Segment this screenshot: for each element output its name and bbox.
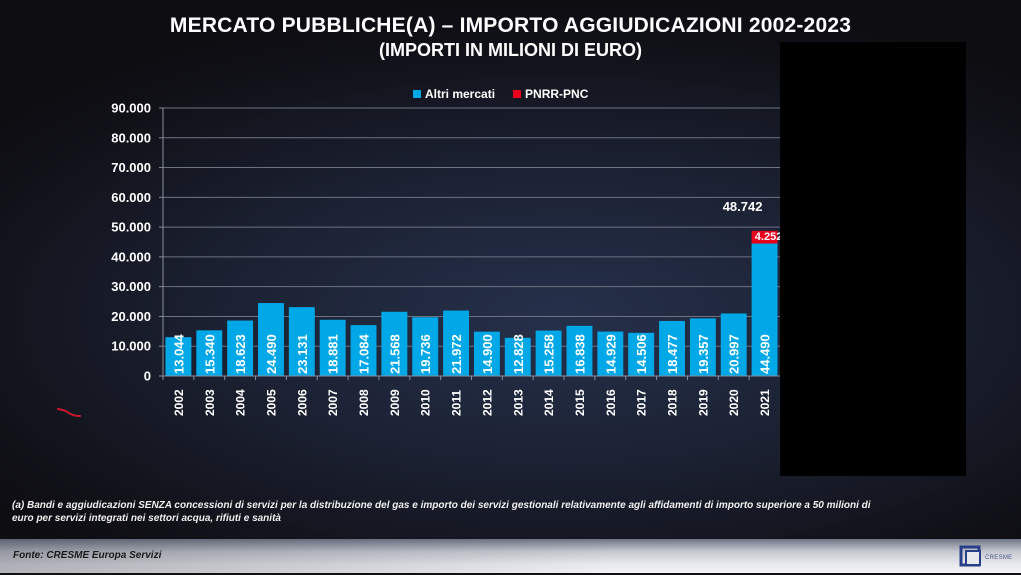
bar-chart: 0 10.000 20.000 30.000 40.000 50.000 60.000 70.… bbox=[111, 101, 782, 416]
x-tick-label: 2009 bbox=[388, 389, 402, 416]
y-tick-label: 0 bbox=[144, 369, 151, 384]
legend-item-altri-mercati: Altri mercati bbox=[413, 87, 495, 101]
data-label-altri-mercati: 12.828 bbox=[511, 334, 526, 374]
bar-altri-mercati-2019 bbox=[689, 318, 716, 376]
y-tick-label: 60.000 bbox=[111, 190, 151, 205]
data-label-altri-mercati: 21.972 bbox=[449, 334, 464, 374]
source-label: Fonte: CRESME Europa Servizi bbox=[13, 550, 162, 561]
bar-altri-mercati-2015 bbox=[566, 325, 593, 376]
data-label-altri-mercati: 14.900 bbox=[480, 334, 495, 374]
x-tick-label: 2018 bbox=[666, 389, 680, 416]
bar-altri-mercati-2016 bbox=[597, 331, 624, 376]
legend-item-pnrr-pnc: PNRR-PNC bbox=[513, 87, 588, 101]
x-tick-label: 2003 bbox=[203, 389, 217, 416]
data-label-altri-mercati: 20.997 bbox=[727, 334, 742, 374]
legend-swatch-pnrr-pnc bbox=[513, 90, 522, 98]
footnote-line-2: euro per servizi integrati nei settori a… bbox=[12, 513, 281, 524]
footnote: (a) Bandi e aggiudicazioni SENZA concess… bbox=[12, 499, 952, 525]
x-tick-label: 2002 bbox=[172, 389, 186, 416]
data-label-altri-mercati: 16.838 bbox=[572, 334, 587, 374]
bar-altri-mercati-2003 bbox=[196, 330, 223, 376]
bars bbox=[165, 230, 778, 376]
x-tick-label: 2020 bbox=[727, 389, 741, 416]
x-tick-label: 2005 bbox=[264, 389, 278, 416]
x-axis: 2002 2003 2004 2005 2006 2007 2008 2009 2010 2011… bbox=[162, 375, 780, 416]
bar-altri-mercati-2002 bbox=[165, 337, 192, 376]
bar-altri-mercati-2021 bbox=[751, 243, 778, 376]
data-label-altri-mercati: 44.490 bbox=[758, 334, 773, 374]
y-axis: 0 10.000 20.000 30.000 40.000 50.000 60.000 70.… bbox=[111, 101, 164, 384]
gridlines bbox=[163, 107, 780, 347]
x-tick-label: 2007 bbox=[326, 389, 340, 416]
logo-text: CRESME bbox=[985, 555, 1013, 561]
x-tick-label: 2004 bbox=[234, 389, 248, 416]
bar-altri-mercati-2008 bbox=[350, 325, 377, 376]
y-tick-label: 50.000 bbox=[111, 220, 151, 235]
x-tick-label: 2012 bbox=[480, 389, 494, 416]
data-label-altri-mercati: 19.357 bbox=[696, 334, 711, 374]
y-tick-label: 80.000 bbox=[111, 130, 151, 145]
footer-band bbox=[0, 539, 1021, 575]
data-label-altri-mercati: 18.881 bbox=[326, 334, 341, 374]
x-tick-label: 2019 bbox=[696, 389, 710, 416]
data-label-altri-mercati: 21.568 bbox=[387, 334, 402, 374]
bar-altri-mercati-2005 bbox=[258, 303, 284, 376]
bar-altri-mercati-2010 bbox=[412, 317, 439, 376]
y-tick-label: 20.000 bbox=[111, 309, 151, 324]
legend: Altri mercati PNRR-PNC bbox=[413, 87, 588, 101]
x-tick-label: 2010 bbox=[419, 389, 433, 416]
data-label-altri-mercati: 13.044 bbox=[171, 333, 186, 374]
data-label-altri-mercati: 15.340 bbox=[202, 334, 217, 374]
bar-altri-mercati-2004 bbox=[227, 320, 254, 376]
legend-label-pnrr-pnc: PNRR-PNC bbox=[525, 87, 589, 101]
x-tick-label: 2021 bbox=[758, 389, 772, 416]
data-label-altri-mercati: 14.506 bbox=[634, 334, 649, 374]
bar-altri-mercati-2013 bbox=[504, 337, 531, 376]
bottom-border bbox=[0, 573, 1021, 575]
x-tick-label: 2008 bbox=[357, 389, 371, 416]
data-label-altri-mercati: 15.258 bbox=[542, 334, 557, 374]
data-label-altri-mercati: 17.084 bbox=[357, 333, 372, 374]
bar-altri-mercati-2017 bbox=[628, 332, 655, 376]
data-label-altri-mercati: 18.477 bbox=[665, 334, 680, 374]
bar-pnrr-pnc-2021 bbox=[751, 230, 778, 244]
total-annotation: 48.742 bbox=[723, 199, 763, 214]
footnote-line-1: (a) Bandi e aggiudicazioni SENZA concess… bbox=[12, 500, 871, 511]
y-tick-label: 40.000 bbox=[111, 249, 151, 264]
y-tick-label: 30.000 bbox=[111, 279, 151, 294]
red-pen-mark bbox=[57, 408, 81, 417]
x-tick-label: 2006 bbox=[295, 389, 309, 416]
x-tick-label: 2015 bbox=[573, 389, 587, 416]
x-tick-label: 2011 bbox=[450, 390, 464, 416]
legend-label-altri-mercati: Altri mercati bbox=[425, 87, 496, 101]
bar-altri-mercati-2009 bbox=[381, 311, 408, 376]
redaction-box bbox=[780, 42, 966, 476]
data-labels: 13.044 15.340 18.623 24.490 23.131 18.881 17.0… bbox=[171, 199, 782, 374]
bar-altri-mercati-2011 bbox=[443, 310, 470, 376]
bar-altri-mercati-2007 bbox=[319, 319, 346, 376]
cresme-logo-icon bbox=[959, 545, 981, 567]
chart-title: MERCATO PUBBLICHE(A) – IMPORTO AGGIUDICA… bbox=[169, 14, 852, 37]
bar-altri-mercati-2006 bbox=[288, 307, 315, 376]
x-tick-label: 2014 bbox=[542, 389, 556, 416]
data-label-altri-mercati: 14.929 bbox=[603, 334, 618, 374]
x-tick-label: 2016 bbox=[604, 389, 618, 416]
y-tick-label: 70.000 bbox=[111, 160, 151, 175]
data-label-altri-mercati: 23.131 bbox=[295, 334, 310, 374]
data-label-pnrr-pnc: 4.252 bbox=[755, 231, 783, 243]
chart-subtitle: (IMPORTI IN MILIONI DI EURO) bbox=[379, 40, 642, 60]
legend-swatch-altri-mercati bbox=[413, 90, 421, 98]
data-label-altri-mercati: 24.490 bbox=[264, 334, 279, 374]
x-tick-label: 2017 bbox=[635, 389, 649, 416]
bar-altri-mercati-2020 bbox=[720, 313, 747, 376]
bar-altri-mercati-2012 bbox=[473, 331, 500, 376]
y-tick-label: 90.000 bbox=[111, 101, 151, 116]
data-label-altri-mercati: 19.736 bbox=[418, 334, 433, 374]
x-tick-label: 2013 bbox=[511, 389, 525, 416]
y-tick-label: 10.000 bbox=[111, 339, 151, 354]
bar-altri-mercati-2018 bbox=[659, 320, 685, 376]
bar-altri-mercati-2014 bbox=[535, 330, 562, 376]
data-label-altri-mercati: 18.623 bbox=[233, 334, 248, 374]
